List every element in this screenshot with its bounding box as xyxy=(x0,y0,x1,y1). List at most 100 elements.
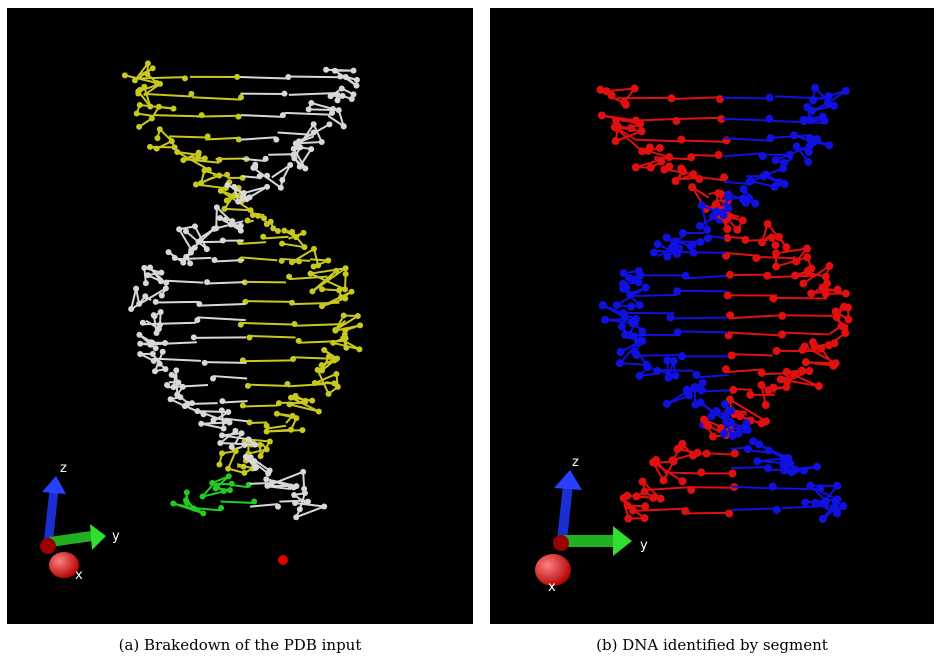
atom xyxy=(778,331,786,339)
atom xyxy=(725,510,733,518)
atom xyxy=(219,398,225,404)
origin xyxy=(40,538,56,554)
atom xyxy=(251,498,257,504)
atom xyxy=(252,162,258,168)
atom xyxy=(135,90,141,96)
atom xyxy=(759,152,767,160)
atom xyxy=(763,272,771,280)
atom xyxy=(238,94,244,100)
atom xyxy=(182,75,188,81)
atom xyxy=(315,367,321,373)
atom xyxy=(309,398,315,404)
bond xyxy=(326,70,353,71)
atom xyxy=(326,354,332,360)
atom xyxy=(140,320,146,326)
atom xyxy=(263,156,269,162)
atom xyxy=(654,240,662,248)
atom xyxy=(788,468,796,476)
atom xyxy=(157,322,163,328)
atom xyxy=(260,234,266,240)
bond xyxy=(631,295,677,296)
atom xyxy=(679,477,687,485)
atom xyxy=(678,352,686,360)
atom xyxy=(245,218,251,224)
atom xyxy=(724,292,732,300)
atom xyxy=(136,124,142,130)
atom xyxy=(279,258,285,264)
atom xyxy=(834,286,842,294)
bond xyxy=(682,513,729,514)
viewport xyxy=(490,8,934,624)
atom xyxy=(235,114,241,120)
bond xyxy=(248,385,286,386)
atom xyxy=(697,468,705,476)
atom xyxy=(773,347,781,355)
bond xyxy=(175,258,212,259)
bond xyxy=(268,154,293,155)
atom xyxy=(720,173,728,181)
y-axis xyxy=(50,536,92,542)
bond xyxy=(192,403,218,404)
bond xyxy=(176,370,177,394)
bond xyxy=(243,406,278,407)
atom xyxy=(279,241,285,247)
atom xyxy=(224,172,230,178)
bond xyxy=(731,467,768,468)
atom xyxy=(160,349,166,355)
y-label: y xyxy=(640,538,648,553)
atom xyxy=(673,250,681,258)
atom xyxy=(210,375,216,381)
atom xyxy=(769,483,777,491)
atom xyxy=(726,311,734,319)
atom xyxy=(286,274,292,280)
atom xyxy=(281,91,287,97)
atom xyxy=(221,488,227,494)
atom xyxy=(813,135,821,143)
atom xyxy=(744,445,752,453)
atom xyxy=(212,257,218,263)
atom xyxy=(238,223,244,229)
atom xyxy=(246,335,252,341)
atom xyxy=(771,241,779,249)
atom xyxy=(147,342,153,348)
atom xyxy=(729,386,737,394)
atom xyxy=(191,334,197,340)
atom xyxy=(278,555,288,565)
bond xyxy=(156,302,198,303)
panel-a: z y x xyxy=(7,8,473,624)
bond xyxy=(243,360,292,361)
atom xyxy=(656,144,664,152)
atom xyxy=(275,228,281,234)
bond xyxy=(688,487,734,488)
atom xyxy=(342,332,348,338)
atom xyxy=(731,449,739,457)
bond xyxy=(806,362,836,363)
atom xyxy=(764,464,772,472)
atom xyxy=(689,452,697,460)
x-label: x xyxy=(548,580,556,595)
atom xyxy=(692,371,700,379)
bond xyxy=(605,319,636,320)
atom xyxy=(720,211,728,219)
atom xyxy=(155,135,161,141)
atom xyxy=(273,137,279,143)
atom xyxy=(319,286,325,292)
atom xyxy=(292,500,298,506)
atom xyxy=(188,91,194,97)
bond xyxy=(670,317,727,318)
atom xyxy=(245,383,251,389)
atom xyxy=(650,249,658,257)
atom xyxy=(275,504,281,510)
atom xyxy=(762,401,770,409)
atom xyxy=(334,97,340,103)
bond xyxy=(224,209,250,210)
bond xyxy=(216,207,217,228)
atom xyxy=(728,351,736,359)
z-label: z xyxy=(572,455,579,470)
atom xyxy=(153,299,159,305)
atom xyxy=(832,504,840,512)
atom xyxy=(799,280,807,288)
bond xyxy=(245,301,292,302)
atom xyxy=(663,356,671,364)
atom xyxy=(622,284,630,292)
